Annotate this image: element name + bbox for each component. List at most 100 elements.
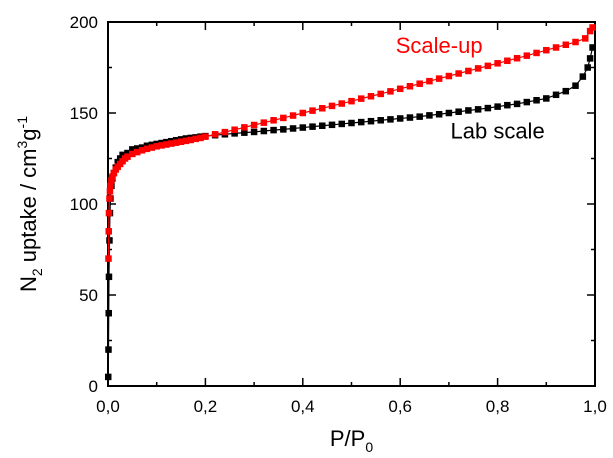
data-point-scale-up xyxy=(396,85,404,93)
data-point-scale-up xyxy=(148,144,156,151)
series-layer xyxy=(104,24,596,381)
data-point-lab-scale xyxy=(348,119,355,127)
data-point-lab-scale xyxy=(299,124,307,131)
data-point-lab-scale xyxy=(104,373,112,381)
data-point-lab-scale xyxy=(445,109,453,117)
data-point-scale-up xyxy=(108,177,115,184)
x-tick-label: 0,0 xyxy=(96,397,120,416)
data-point-scale-up xyxy=(367,93,375,100)
data-point-lab-scale xyxy=(260,127,268,135)
data-point-scale-up xyxy=(406,83,414,90)
data-point-lab-scale xyxy=(119,151,126,159)
y-axis-title-n: N xyxy=(16,276,41,292)
data-point-lab-scale xyxy=(579,73,587,80)
x-tick-label: 0,4 xyxy=(291,397,315,416)
data-point-scale-up xyxy=(465,67,472,75)
data-point-lab-scale xyxy=(552,91,560,99)
y-tick-label: 0 xyxy=(89,377,98,396)
data-point-scale-up xyxy=(504,57,511,65)
data-point-scale-up xyxy=(197,134,204,142)
data-point-scale-up xyxy=(109,173,116,180)
data-point-scale-up xyxy=(589,24,596,31)
data-point-lab-scale xyxy=(455,108,462,115)
data-point-lab-scale xyxy=(533,97,540,104)
data-point-lab-scale xyxy=(396,115,404,122)
data-point-lab-scale xyxy=(250,128,258,136)
data-point-lab-scale xyxy=(435,111,443,118)
y-tick-label: 50 xyxy=(79,286,98,305)
data-point-lab-scale xyxy=(106,237,113,244)
data-point-lab-scale xyxy=(584,64,591,71)
data-point-scale-up xyxy=(494,60,501,67)
data-point-lab-scale xyxy=(513,100,521,108)
data-point-scale-up xyxy=(211,131,219,138)
data-point-scale-up xyxy=(182,137,190,145)
data-point-scale-up xyxy=(202,133,209,140)
data-point-lab-scale xyxy=(338,120,346,128)
data-point-lab-scale xyxy=(289,125,297,132)
data-point-scale-up xyxy=(513,54,521,62)
x-tick-label: 1,0 xyxy=(583,397,607,416)
data-point-lab-scale xyxy=(105,273,113,281)
data-point-lab-scale xyxy=(589,44,596,51)
data-point-scale-up xyxy=(106,188,114,195)
y-axis-title-mid: uptake / cm xyxy=(16,148,41,268)
x-axis-title-subscript: 0 xyxy=(365,439,373,455)
data-point-scale-up xyxy=(416,80,423,87)
data-point-scale-up xyxy=(289,112,297,119)
x-tick-label: 0,2 xyxy=(194,397,218,416)
x-axis-title: P/P0 xyxy=(330,426,373,455)
x-axis-title-main: P/P xyxy=(330,426,365,451)
data-point-lab-scale xyxy=(562,87,570,95)
data-point-scale-up xyxy=(280,114,287,122)
x-axis: 0,0 0,2 0,4 0,6 0,8 1,0 xyxy=(96,22,607,416)
data-point-scale-up xyxy=(221,128,229,136)
data-point-scale-up xyxy=(241,124,248,131)
data-point-scale-up xyxy=(143,145,151,153)
data-point-scale-up xyxy=(455,70,462,77)
data-point-scale-up xyxy=(582,35,589,42)
data-point-scale-up xyxy=(133,148,141,156)
data-point-lab-scale xyxy=(328,121,336,129)
data-point-lab-scale xyxy=(377,117,384,124)
plot-area xyxy=(107,21,596,387)
data-point-lab-scale xyxy=(494,103,501,110)
data-point-scale-up xyxy=(319,105,326,112)
data-point-lab-scale xyxy=(357,118,365,126)
data-point-scale-up xyxy=(105,209,113,217)
data-point-scale-up xyxy=(387,88,394,95)
y-axis-title: N2 uptake / cm3g-1 xyxy=(14,116,45,292)
y-tick-label: 100 xyxy=(70,195,98,214)
y-tick-label: 200 xyxy=(70,13,98,32)
data-point-scale-up xyxy=(192,135,199,143)
y-tick-label: 150 xyxy=(70,104,98,123)
y-axis-title-sup-3: 3 xyxy=(14,140,30,148)
data-point-scale-up xyxy=(484,62,492,70)
data-point-scale-up xyxy=(107,182,114,190)
data-point-scale-up xyxy=(153,143,160,150)
data-point-scale-up xyxy=(357,95,365,102)
data-point-scale-up xyxy=(250,121,258,129)
data-point-scale-up xyxy=(168,140,175,147)
data-point-lab-scale xyxy=(572,82,579,89)
data-point-scale-up xyxy=(110,169,118,177)
data-point-lab-scale xyxy=(523,98,531,106)
data-point-lab-scale xyxy=(387,116,394,123)
y-axis: 0 50 100 150 200 xyxy=(70,13,595,396)
series-line-lab-scale xyxy=(107,47,594,377)
data-point-scale-up xyxy=(552,44,560,51)
data-point-lab-scale xyxy=(241,129,248,136)
data-point-scale-up xyxy=(562,41,570,48)
data-point-lab-scale xyxy=(474,106,482,113)
data-point-lab-scale xyxy=(280,126,287,133)
data-point-lab-scale xyxy=(129,146,136,153)
data-point-lab-scale xyxy=(367,117,375,125)
data-point-lab-scale xyxy=(543,95,550,102)
data-point-lab-scale xyxy=(231,130,238,137)
data-point-scale-up xyxy=(377,90,384,98)
plot-frame xyxy=(107,21,596,387)
data-point-scale-up xyxy=(187,136,195,144)
y-axis-title-g: g xyxy=(16,128,41,140)
y-axis-title-sub-2: 2 xyxy=(29,268,45,276)
data-point-lab-scale xyxy=(504,101,511,109)
